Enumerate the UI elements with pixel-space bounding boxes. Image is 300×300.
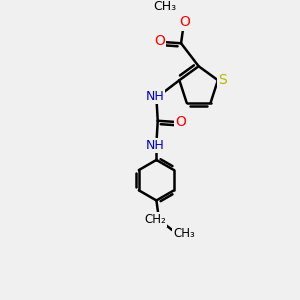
Text: O: O — [175, 115, 186, 129]
Text: CH₂: CH₂ — [144, 213, 166, 226]
Text: O: O — [154, 34, 165, 48]
Text: CH₃: CH₃ — [173, 227, 195, 240]
Text: NH: NH — [146, 139, 164, 152]
Text: CH₃: CH₃ — [153, 0, 176, 13]
Text: O: O — [180, 16, 190, 29]
Text: S: S — [218, 73, 227, 87]
Text: NH: NH — [146, 90, 164, 103]
